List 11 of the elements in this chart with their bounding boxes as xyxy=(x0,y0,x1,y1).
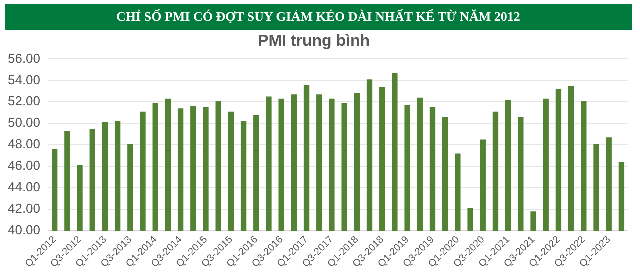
y-tick-label: 44.00 xyxy=(8,180,41,195)
y-tick-label: 40.00 xyxy=(8,222,41,238)
y-tick-label: 46.00 xyxy=(8,158,41,174)
chart-subtitle: PMI trung bình xyxy=(258,33,370,50)
y-tick-label: 56.00 xyxy=(8,50,41,66)
y-tick-label: 54.00 xyxy=(8,72,41,88)
y-tick-label: 50.00 xyxy=(8,115,41,130)
y-tick-label: 48.00 xyxy=(8,136,41,152)
y-tick-label: 52.00 xyxy=(8,94,41,109)
chart-title: CHỈ SỐ PMI CÓ ĐỢT SUY GIẢM KÉO DÀI NHẤT KỂ TỪ NĂM 2012 xyxy=(5,4,632,30)
y-tick-label: 42.00 xyxy=(8,201,41,216)
